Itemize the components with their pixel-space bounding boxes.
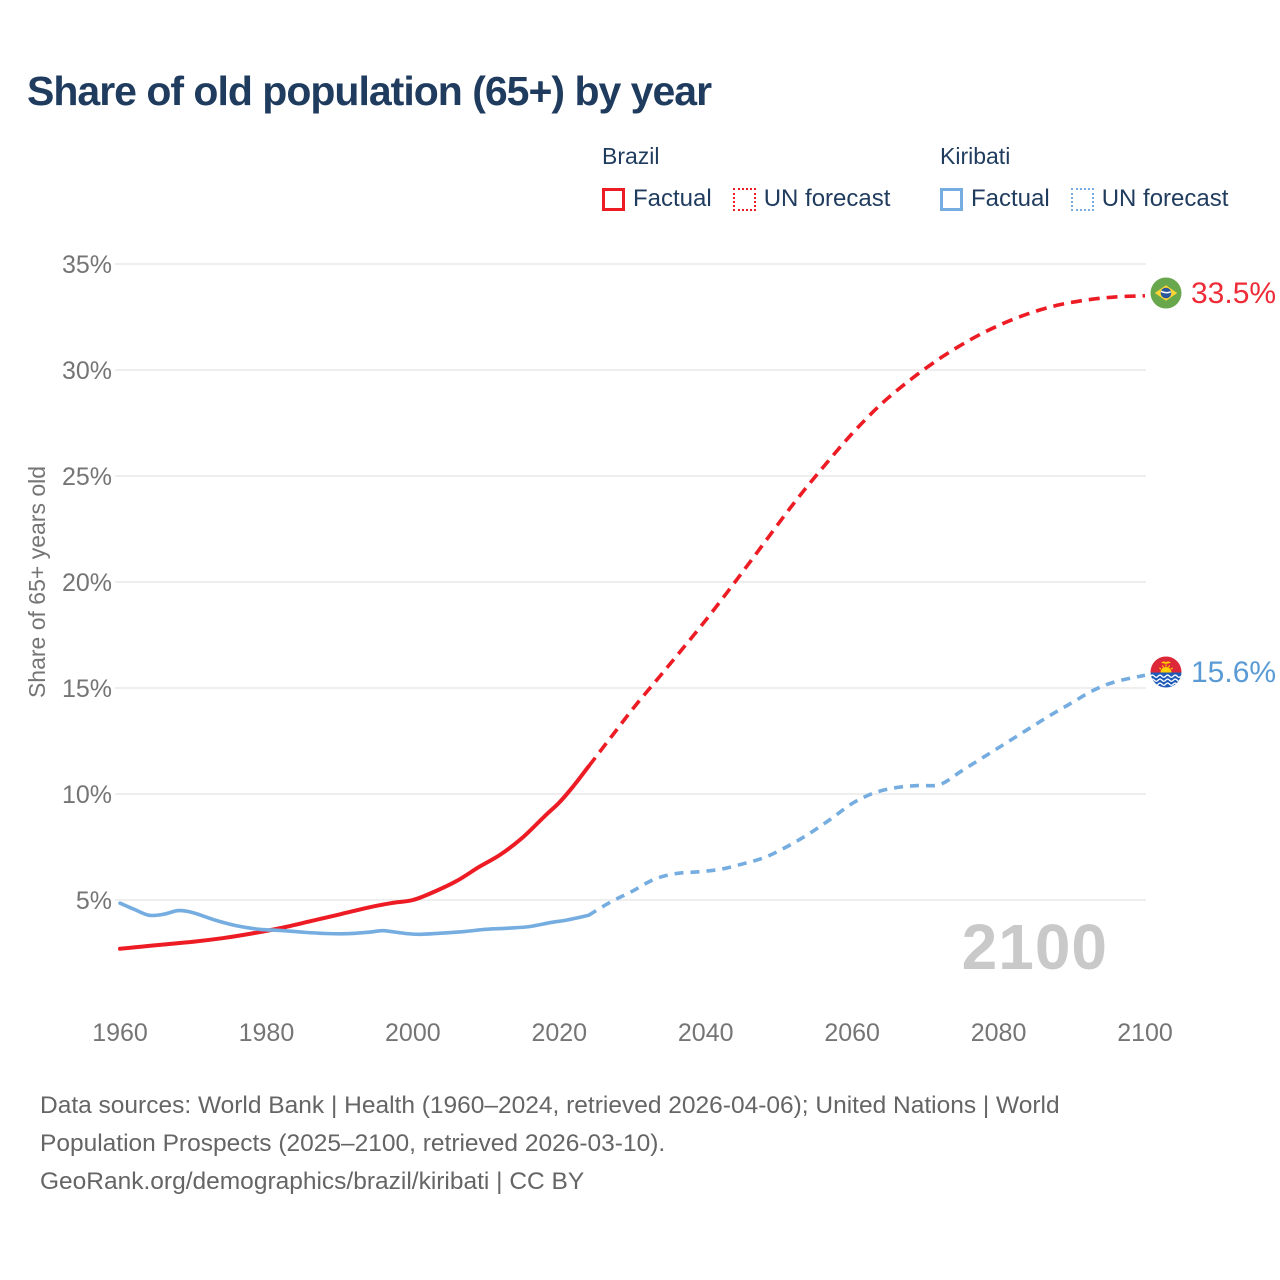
y-tick-label-35%: 35%: [62, 251, 112, 279]
x-tick-label-1960: 1960: [92, 1019, 148, 1047]
legend-label: Factual: [971, 185, 1050, 212]
legend-item-kiribati-factual[interactable]: Factual: [940, 185, 1050, 213]
brazil-factual-swatch-icon: [602, 187, 625, 211]
brazil-factual-line[interactable]: [118, 764, 591, 951]
x-tick-label-2080: 2080: [971, 1019, 1027, 1047]
year-watermark: 2100: [962, 911, 1108, 983]
legend-group-kiribati: Kiribati Factual UN forecast: [940, 143, 1228, 213]
kiribati-forecast-swatch-icon: [1070, 187, 1094, 211]
y-tick-label-15%: 15%: [62, 675, 112, 703]
source-line-1: Data sources: World Bank | Health (1960–…: [40, 1092, 1060, 1119]
kiribati-end-value-label: 15.6%: [1191, 656, 1276, 689]
legend-item-brazil-factual[interactable]: Factual: [602, 185, 712, 213]
kiribati-factual-line[interactable]: [118, 901, 591, 937]
x-tick-label-1980: 1980: [239, 1019, 295, 1047]
legend-label: UN forecast: [1101, 185, 1229, 212]
legend-label: Factual: [633, 185, 712, 212]
legend-item-brazil-forecast[interactable]: UN forecast: [732, 185, 891, 213]
brazil-end-value-label: 33.5%: [1191, 277, 1276, 310]
kiribati-factual-swatch-icon: [940, 187, 963, 211]
x-tick-label-2040: 2040: [678, 1019, 734, 1047]
x-tick-label-2020: 2020: [531, 1019, 587, 1047]
legend-header-brazil: Brazil: [602, 143, 660, 169]
y-axis-title: Share of 65+ years old: [24, 466, 50, 698]
kiribati-un-forecast-line[interactable]: [587, 673, 1146, 917]
y-tick-label-5%: 5%: [76, 887, 112, 915]
x-tick-label-2100: 2100: [1117, 1019, 1173, 1047]
y-tick-label-25%: 25%: [62, 463, 112, 491]
brazil-forecast-swatch-icon: [732, 187, 756, 211]
source-line-3: GeoRank.org/demographics/brazil/kiribati…: [40, 1168, 585, 1195]
brazil-un-forecast-line[interactable]: [587, 294, 1146, 768]
axis-labels: 5% 10% 15% 20% 25% 30% 35% 1960 1980 2000 2020 2040…: [62, 251, 1173, 1047]
y-tick-label-10%: 10%: [62, 781, 112, 809]
legend-header-kiribati: Kiribati: [940, 143, 1011, 169]
legend-label: UN forecast: [763, 185, 891, 212]
page-title: Share of old population (65+) by year: [27, 68, 712, 114]
y-tick-label-30%: 30%: [62, 357, 112, 385]
gridlines: [115, 263, 1146, 901]
source-line-2: Population Prospects (2025–2100, retriev…: [40, 1130, 666, 1157]
source-attribution: Data sources: World Bank | Health (1960–…: [40, 1087, 1060, 1201]
series-paths: [118, 294, 1146, 951]
legend-group-brazil: Brazil Factual UN forecast: [602, 143, 890, 213]
brazil-flag-icon[interactable]: [1150, 277, 1182, 309]
y-tick-label-20%: 20%: [62, 569, 112, 597]
legend-item-kiribati-forecast[interactable]: UN forecast: [1070, 185, 1229, 213]
x-tick-label-2060: 2060: [824, 1019, 880, 1047]
x-tick-label-2000: 2000: [385, 1019, 441, 1047]
kiribati-flag-icon[interactable]: [1150, 656, 1182, 689]
